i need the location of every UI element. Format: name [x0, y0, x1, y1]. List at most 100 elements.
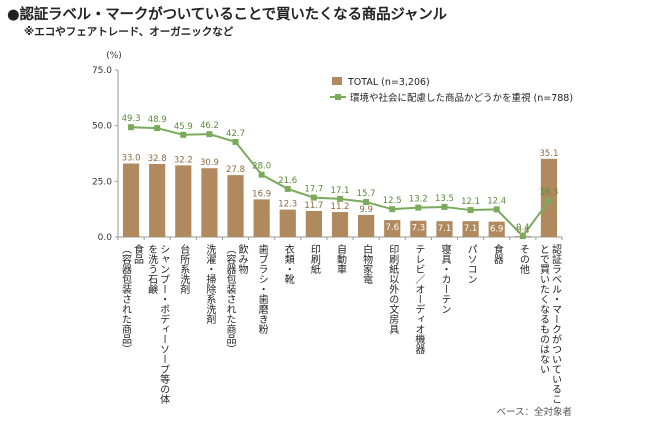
line-value-label: 48.9 [148, 115, 167, 125]
line-value-label: 12.5 [383, 196, 402, 206]
line-value-label: 42.7 [226, 129, 245, 139]
bar-value-label: 7.3 [412, 224, 426, 234]
bar-value-label: 27.8 [226, 165, 245, 175]
line-value-label: 12.4 [487, 196, 506, 206]
y-tick-label: 75.0 [92, 66, 112, 76]
line-point [180, 131, 187, 138]
line-point [363, 199, 370, 206]
bar [305, 210, 322, 237]
bar-value-label: 7.6 [385, 223, 399, 233]
bar [331, 212, 349, 237]
x-category-label: 台所系洗剤 [178, 243, 190, 295]
line-point [258, 171, 265, 178]
line-point [310, 194, 317, 201]
x-category-label: 自動車 [335, 243, 347, 275]
x-category-label: 衣類・靴 [282, 243, 294, 285]
line-value-label: 46.2 [200, 121, 219, 131]
line-value-label: 12.1 [461, 197, 480, 207]
y-tick-label: 50.0 [92, 122, 112, 132]
legend-line-label: 環境や社会に配慮した商品かどうかを重視 (n=788) [350, 92, 573, 104]
bar-value-label: 16.9 [252, 189, 271, 199]
x-category-label: その他 [517, 244, 529, 275]
x-category-label: 印刷紙 [308, 244, 320, 275]
x-category-label: 飲み物 [236, 243, 248, 275]
chart-title: ●認証ラベル・マークがついていることで買いたくなる商品ジャンル [7, 7, 447, 23]
bar [410, 220, 427, 237]
line-point [389, 206, 396, 213]
line-value-label: 0.4 [516, 223, 530, 233]
x-category-label: 食品 [132, 243, 144, 265]
line-point [545, 197, 552, 204]
line-point [415, 204, 422, 211]
line-point [519, 233, 526, 240]
bar [462, 221, 479, 237]
line-point [284, 185, 291, 192]
x-category-label: （容器包装された商品） [224, 244, 236, 354]
x-category-label: （容器包装された商品） [120, 244, 132, 354]
x-category-label: 白物家電 [361, 243, 373, 284]
bar-value-label: 12.3 [278, 200, 297, 210]
line-point [206, 131, 213, 138]
x-category-label: とで買いたくなるものはない [537, 244, 549, 374]
x-category-label: 印刷紙以外の文房具 [387, 244, 399, 335]
line-point [232, 138, 239, 145]
line-value-label: 45.9 [174, 122, 193, 132]
line-value-label: 28.0 [252, 162, 271, 172]
bar-value-label: 11.7 [304, 201, 323, 211]
bar-value-label: 6.9 [490, 225, 504, 235]
bar-value-label: 7.1 [438, 224, 452, 234]
bar-value-label: 0.4 [516, 226, 530, 236]
x-category-label: パソコン [465, 244, 477, 284]
bar [436, 221, 453, 237]
y-unit-label: (%) [106, 51, 122, 61]
bar-value-label: 35.1 [539, 149, 558, 159]
bar-value-label: 9.9 [359, 205, 373, 215]
x-category-label: 認証ラベル・マークがついているこ [549, 243, 561, 404]
line-point [467, 207, 474, 214]
legend-line-marker [335, 94, 341, 100]
legend-bar-swatch [332, 77, 342, 85]
line-point [337, 195, 343, 202]
line-point [441, 203, 448, 210]
bar-value-label: 11.2 [331, 202, 350, 212]
bar [201, 168, 218, 237]
legend-bar-label: TOTAL (n=3,206) [347, 77, 430, 88]
bar-value-label: 7.1 [464, 224, 478, 234]
line-value-label: 49.3 [122, 114, 141, 124]
bar [227, 175, 244, 237]
y-tick-label: 25.0 [92, 177, 112, 187]
bar [358, 214, 375, 237]
x-category-label: を洗う石鹸 [146, 244, 158, 295]
bar [384, 220, 401, 237]
base-note: ベース：全対象者 [496, 407, 572, 418]
line-value-label: 16.3 [539, 188, 558, 198]
line-value-label: 17.7 [304, 185, 323, 195]
line-value-label: 21.6 [278, 176, 297, 186]
x-category-label: テレビ／オーディオ機器 [413, 244, 425, 355]
bar [175, 165, 192, 237]
bar [122, 163, 140, 237]
bar [253, 199, 270, 237]
line-value-label: 13.5 [435, 194, 454, 204]
x-category-label: 食器 [491, 243, 503, 265]
bar-value-label: 33.0 [122, 154, 141, 164]
line-point [128, 124, 135, 131]
bar-value-label: 30.9 [200, 158, 219, 168]
x-category-label: シャンプー・ボディーソープ等の体 [158, 244, 170, 405]
line-value-label: 15.7 [357, 189, 376, 199]
line-value-label: 13.2 [409, 195, 428, 205]
line-point [154, 125, 161, 132]
line-point [493, 206, 500, 213]
x-category-label: 歯ブラシ・歯磨き粉 [256, 243, 268, 335]
x-category-label: 洗濯・掃除系洗剤 [204, 244, 216, 325]
bar [279, 209, 296, 237]
y-tick-label: 0.0 [98, 233, 113, 243]
line-value-label: 17.1 [331, 186, 350, 196]
bar-value-label: 32.2 [174, 155, 193, 165]
x-category-label: 寝具・カーテン [439, 243, 451, 314]
bar [488, 221, 505, 237]
bar [149, 163, 166, 237]
bar-value-label: 32.8 [148, 154, 167, 164]
chart-subtitle: ※エコやフェアトレード、オーガニックなど [24, 26, 234, 38]
